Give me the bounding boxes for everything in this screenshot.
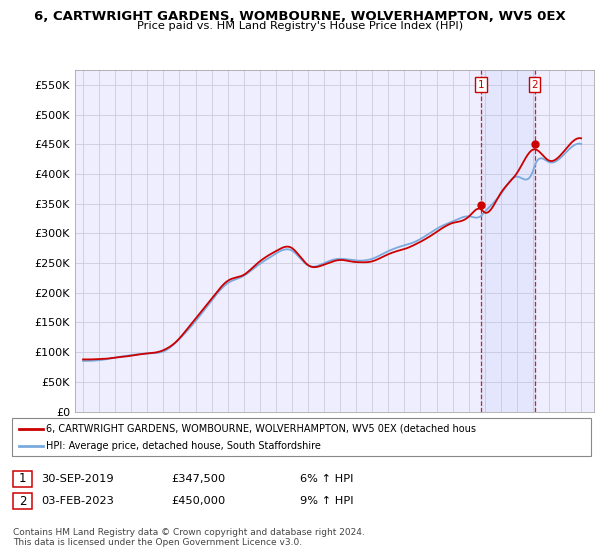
Text: 9% ↑ HPI: 9% ↑ HPI [300,496,353,506]
Text: Contains HM Land Registry data © Crown copyright and database right 2024.
This d: Contains HM Land Registry data © Crown c… [13,528,365,547]
Text: £450,000: £450,000 [171,496,225,506]
Text: 1: 1 [19,472,26,486]
Text: 03-FEB-2023: 03-FEB-2023 [41,496,113,506]
Text: 6, CARTWRIGHT GARDENS, WOMBOURNE, WOLVERHAMPTON, WV5 0EX: 6, CARTWRIGHT GARDENS, WOMBOURNE, WOLVER… [34,10,566,23]
Text: £347,500: £347,500 [171,474,225,484]
Text: 6, CARTWRIGHT GARDENS, WOMBOURNE, WOLVERHAMPTON, WV5 0EX (detached hous: 6, CARTWRIGHT GARDENS, WOMBOURNE, WOLVER… [46,424,476,434]
Text: 2: 2 [531,80,538,90]
Text: HPI: Average price, detached house, South Staffordshire: HPI: Average price, detached house, Sout… [46,441,321,451]
Text: Price paid vs. HM Land Registry's House Price Index (HPI): Price paid vs. HM Land Registry's House … [137,21,463,31]
Bar [481,70,535,412]
Text: 6% ↑ HPI: 6% ↑ HPI [300,474,353,484]
Text: 2: 2 [19,494,26,508]
Text: 1: 1 [478,80,484,90]
Text: 30-SEP-2019: 30-SEP-2019 [41,474,113,484]
